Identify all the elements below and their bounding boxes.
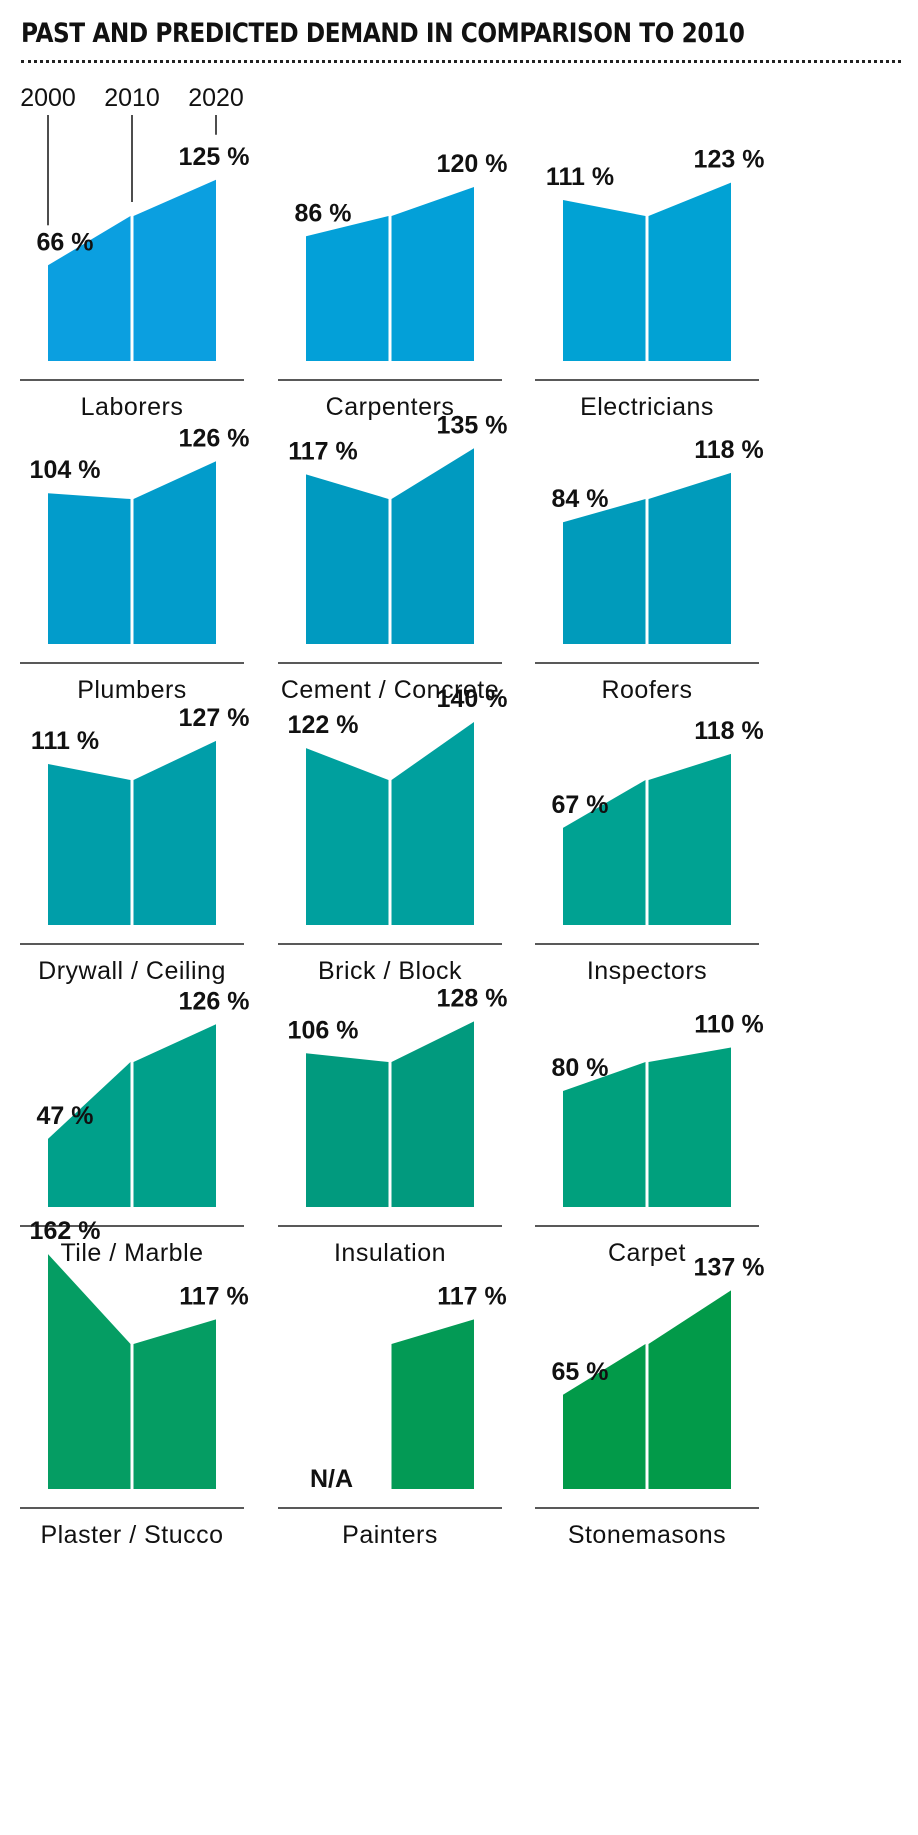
inspectors-area-2010-2020 [648,753,731,925]
electricians-area-2010-2020 [648,182,731,361]
cement-concrete-value-2000: 117 % [288,437,358,465]
roofers-value-2020: 118 % [694,436,764,464]
plumbers-area-2010-2020 [133,461,216,644]
laborers-value-2020: 125 % [179,143,250,171]
stonemasons-area-2000-2010 [563,1344,646,1489]
drywall-ceiling-label: Drywall / Ceiling [38,957,226,985]
brick-block-value-2020: 140 % [437,685,508,713]
electricians-value-2000: 111 % [546,163,614,191]
plumbers-label: Plumbers [77,676,187,704]
tile-marble-area-2000-2010 [48,1062,131,1207]
chart-title: PAST AND PREDICTED DEMAND IN COMPARISON … [21,18,745,49]
cement-concrete-area-2010-2020 [391,448,474,644]
tile-marble-value-2000: 47 % [37,1102,94,1130]
year-label-2000: 2000 [20,84,76,112]
roofers-area-2010-2020 [648,472,731,644]
inspectors-value-2000: 67 % [552,791,609,819]
roofers-label: Roofers [601,676,692,704]
inspectors-label: Inspectors [587,957,707,985]
title-dotted-rule [21,60,901,63]
brick-block-label: Brick / Block [318,957,462,985]
drywall-ceiling-value-2000: 111 % [31,727,99,755]
insulation-area-2010-2020 [391,1021,474,1207]
plaster-stucco-area-2000-2010 [48,1254,131,1489]
carpenters-value-2000: 86 % [295,199,352,227]
insulation-area-2000-2010 [306,1053,389,1207]
roofers-value-2000: 84 % [552,485,609,513]
plumbers-area-2000-2010 [48,493,131,644]
carpet-area-2010-2020 [648,1047,731,1207]
year-label-2010: 2010 [104,84,160,112]
electricians-label: Electricians [580,393,714,421]
plaster-stucco-value-2000: 162 % [30,1217,101,1245]
brick-block-area-2010-2020 [391,722,474,925]
drywall-ceiling-area-2010-2020 [133,740,216,925]
chart-header: PAST AND PREDICTED DEMAND IN COMPARISON … [21,16,901,63]
carpenters-area-2000-2010 [306,216,389,361]
brick-block-value-2000: 122 % [288,711,359,739]
carpenters-area-2010-2020 [391,187,474,361]
carpenters-label: Carpenters [326,393,455,421]
painters-value-2000: N/A [310,1465,353,1493]
inspectors-value-2020: 118 % [694,717,764,745]
carpet-area-2000-2010 [563,1062,646,1207]
painters-value-2020: 117 % [437,1282,507,1310]
carpet-label: Carpet [608,1239,686,1267]
brick-block-area-2000-2010 [306,748,389,925]
year-label-2020: 2020 [188,84,244,112]
inspectors-area-2000-2010 [563,780,646,925]
stonemasons-value-2000: 65 % [552,1358,609,1386]
drywall-ceiling-area-2000-2010 [48,764,131,925]
plumbers-value-2020: 126 % [179,424,250,452]
tile-marble-value-2020: 126 % [179,987,250,1015]
stonemasons-area-2010-2020 [648,1290,731,1489]
plaster-stucco-area-2010-2020 [133,1319,216,1489]
laborers-area-2000-2010 [48,216,131,361]
stonemasons-value-2020: 137 % [694,1253,765,1281]
cement-concrete-area-2000-2010 [306,474,389,644]
drywall-ceiling-value-2020: 127 % [179,704,250,732]
carpet-value-2000: 80 % [552,1054,609,1082]
cement-concrete-value-2020: 135 % [437,411,508,439]
roofers-area-2000-2010 [563,499,646,644]
plaster-stucco-value-2020: 117 % [179,1282,249,1310]
carpet-value-2020: 110 % [694,1011,764,1039]
plaster-stucco-label: Plaster / Stucco [40,1521,223,1549]
electricians-area-2000-2010 [563,200,646,361]
tile-marble-area-2010-2020 [133,1024,216,1207]
plumbers-value-2000: 104 % [30,456,101,484]
painters-label: Painters [342,1521,438,1549]
laborers-label: Laborers [81,393,184,421]
cement-concrete-label: Cement / Concrete [281,676,499,704]
painters-area-2010-2020 [391,1319,474,1489]
tile-marble-label: Tile / Marble [60,1239,203,1267]
laborers-value-2000: 66 % [37,228,94,256]
carpenters-value-2020: 120 % [437,150,508,178]
insulation-label: Insulation [334,1239,446,1267]
electricians-value-2020: 123 % [694,146,765,174]
insulation-value-2020: 128 % [437,984,508,1012]
insulation-value-2000: 106 % [288,1016,359,1044]
laborers-area-2010-2020 [133,179,216,361]
stonemasons-label: Stonemasons [568,1521,726,1549]
